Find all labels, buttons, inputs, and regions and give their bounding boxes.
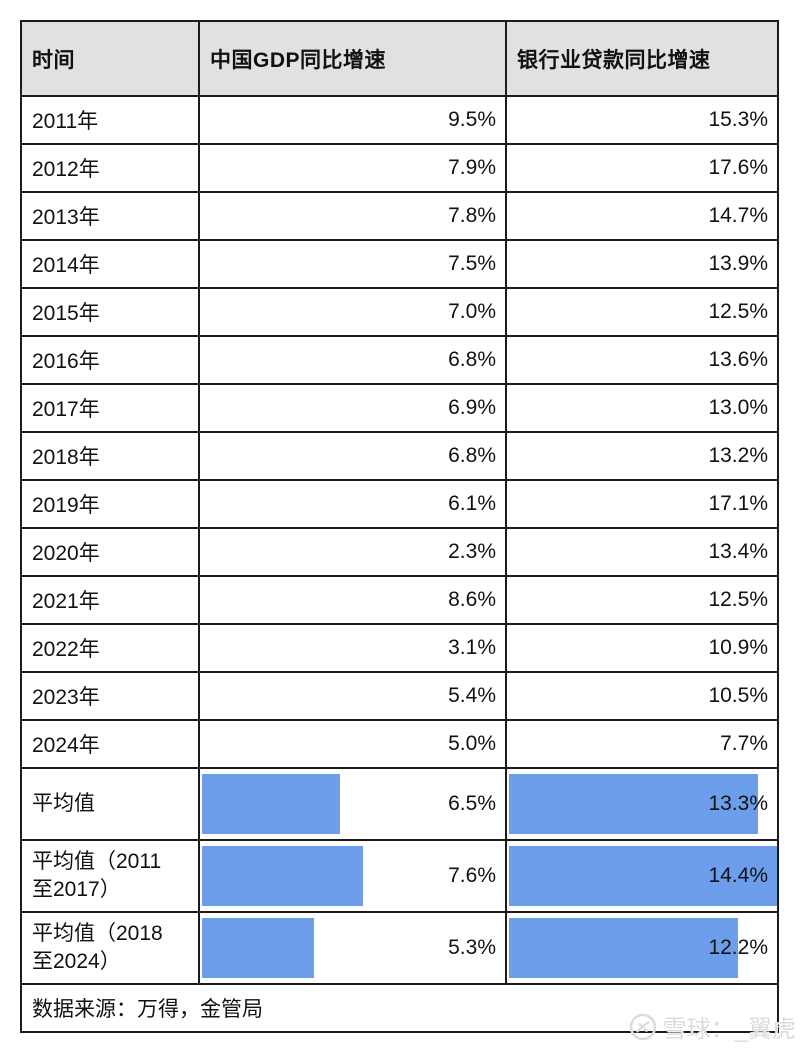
watermark: 雪球：_翼虎: [628, 1009, 796, 1044]
loan-average-databar: [509, 846, 776, 906]
year-label: 2016年: [20, 335, 200, 385]
header-row: 时间 中国GDP同比增速 银行业贷款同比增速: [20, 20, 779, 97]
loan-value: 17.6%: [505, 143, 779, 193]
loan-average-databar: [509, 918, 738, 978]
loan-value: 12.5%: [505, 575, 779, 625]
year-label: 2014年: [20, 239, 200, 289]
year-label: 2017年: [20, 383, 200, 433]
year-label: 2015年: [20, 287, 200, 337]
year-label: 2011年: [20, 95, 200, 145]
year-label: 2013年: [20, 191, 200, 241]
loan-average-cell: 14.4%: [505, 839, 779, 913]
loan-value: 13.6%: [505, 335, 779, 385]
gdp-value: 7.0%: [198, 287, 507, 337]
average-label: 平均值: [20, 767, 200, 841]
gdp-average-databar: [202, 774, 340, 834]
gdp-average-value: 7.6%: [448, 864, 496, 887]
table-row-2020: 2020年 2.3% 13.4%: [20, 527, 779, 577]
year-label: 2024年: [20, 719, 200, 769]
table-row-2014: 2014年 7.5% 13.9%: [20, 239, 779, 289]
gdp-value: 7.9%: [198, 143, 507, 193]
gdp-value: 3.1%: [198, 623, 507, 673]
gdp-value: 6.8%: [198, 335, 507, 385]
header-time: 时间: [20, 20, 200, 97]
gdp-average-value: 6.5%: [448, 792, 496, 815]
gdp-loan-growth-table: 时间 中国GDP同比增速 银行业贷款同比增速 2011年 9.5% 15.3% …: [20, 20, 779, 1033]
year-label: 2021年: [20, 575, 200, 625]
average-row-2011-2017: 平均值（2011 至2017） 7.6% 14.4%: [20, 839, 779, 913]
table-row-2012: 2012年 7.9% 17.6%: [20, 143, 779, 193]
table-row-2013: 2013年 7.8% 14.7%: [20, 191, 779, 241]
average-label: 平均值（2018 至2024）: [20, 911, 200, 985]
source-row: 数据来源：万得，金管局: [20, 983, 779, 1033]
average-row-all: 平均值 6.5% 13.3%: [20, 767, 779, 841]
gdp-value: 6.9%: [198, 383, 507, 433]
header-gdp-growth: 中国GDP同比增速: [198, 20, 507, 97]
gdp-value: 7.5%: [198, 239, 507, 289]
gdp-value: 6.1%: [198, 479, 507, 529]
table-row-2021: 2021年 8.6% 12.5%: [20, 575, 779, 625]
year-label: 2023年: [20, 671, 200, 721]
loan-value: 13.2%: [505, 431, 779, 481]
year-label: 2018年: [20, 431, 200, 481]
loan-average-value: 12.2%: [708, 936, 768, 959]
loan-average-cell: 13.3%: [505, 767, 779, 841]
table-row-2011: 2011年 9.5% 15.3%: [20, 95, 779, 145]
gdp-value: 8.6%: [198, 575, 507, 625]
table-row-2024: 2024年 5.0% 7.7%: [20, 719, 779, 769]
gdp-average-databar: [202, 846, 364, 906]
average-row-2018-2024: 平均值（2018 至2024） 5.3% 12.2%: [20, 911, 779, 985]
table-row-2015: 2015年 7.0% 12.5%: [20, 287, 779, 337]
gdp-average-cell: 5.3%: [198, 911, 507, 985]
year-label: 2022年: [20, 623, 200, 673]
loan-value: 17.1%: [505, 479, 779, 529]
loan-value: 14.7%: [505, 191, 779, 241]
year-label: 2012年: [20, 143, 200, 193]
source-note: 数据来源：万得，金管局: [20, 983, 779, 1033]
gdp-value: 5.4%: [198, 671, 507, 721]
year-label: 2019年: [20, 479, 200, 529]
loan-value: 10.5%: [505, 671, 779, 721]
gdp-average-cell: 7.6%: [198, 839, 507, 913]
gdp-average-value: 5.3%: [448, 936, 496, 959]
gdp-value: 2.3%: [198, 527, 507, 577]
gdp-value: 6.8%: [198, 431, 507, 481]
gdp-value: 7.8%: [198, 191, 507, 241]
table-row-2017: 2017年 6.9% 13.0%: [20, 383, 779, 433]
loan-average-value: 14.4%: [708, 864, 768, 887]
table-row-2022: 2022年 3.1% 10.9%: [20, 623, 779, 673]
header-loan-growth: 银行业贷款同比增速: [505, 20, 779, 97]
gdp-value: 5.0%: [198, 719, 507, 769]
gdp-value: 9.5%: [198, 95, 507, 145]
loan-value: 13.0%: [505, 383, 779, 433]
loan-average-cell: 12.2%: [505, 911, 779, 985]
gdp-average-databar: [202, 918, 315, 978]
table-row-2018: 2018年 6.8% 13.2%: [20, 431, 779, 481]
loan-value: 12.5%: [505, 287, 779, 337]
table-row-2023: 2023年 5.4% 10.5%: [20, 671, 779, 721]
loan-average-value: 13.3%: [708, 792, 768, 815]
table-row-2016: 2016年 6.8% 13.6%: [20, 335, 779, 385]
loan-value: 7.7%: [505, 719, 779, 769]
loan-value: 13.4%: [505, 527, 779, 577]
table-row-2019: 2019年 6.1% 17.1%: [20, 479, 779, 529]
loan-value: 13.9%: [505, 239, 779, 289]
average-label: 平均值（2011 至2017）: [20, 839, 200, 913]
year-label: 2020年: [20, 527, 200, 577]
loan-value: 15.3%: [505, 95, 779, 145]
loan-value: 10.9%: [505, 623, 779, 673]
gdp-average-cell: 6.5%: [198, 767, 507, 841]
xueqiu-logo-icon: [629, 1013, 656, 1040]
watermark-text: 雪球：_翼虎: [662, 1016, 796, 1043]
loan-average-databar: [509, 774, 759, 834]
